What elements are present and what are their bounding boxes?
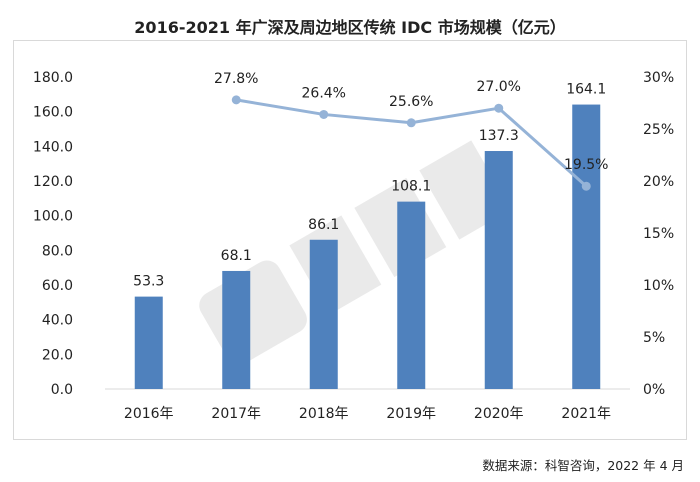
ratio-value-label: 25.6% <box>389 94 433 110</box>
chart-frame <box>13 40 687 440</box>
ratio-point <box>494 103 504 113</box>
ratio-point <box>406 118 416 128</box>
source-note: 数据来源：科智咨询，2022 年 4 月 <box>482 458 684 473</box>
bar <box>484 151 513 389</box>
bar-value-label: 68.1 <box>221 248 252 264</box>
x-tick-label: 2017年 <box>211 406 261 422</box>
x-tick-label: 2019年 <box>386 406 436 422</box>
ratio-point <box>319 109 329 119</box>
y-left-tick-label: 0.0 <box>51 382 73 398</box>
ratio-value-label: 19.5% <box>564 157 608 173</box>
bar-value-label: 164.1 <box>566 82 606 98</box>
y-left-tick-label: 20.0 <box>42 347 73 363</box>
y-right-tick-label: 25% <box>643 122 674 138</box>
x-tick-label: 2021年 <box>561 406 611 422</box>
ratio-point <box>581 181 591 191</box>
y-left-tick-label: 160.0 <box>33 105 73 121</box>
ratio-value-label: 26.4% <box>302 85 346 101</box>
bar-value-label: 108.1 <box>391 179 431 195</box>
y-left-tick-label: 40.0 <box>42 313 73 329</box>
y-left-tick-label: 100.0 <box>33 209 73 225</box>
y-right-tick-label: 10% <box>643 278 674 294</box>
y-right-tick-label: 20% <box>643 174 674 190</box>
ratio-value-label: 27.0% <box>477 79 521 95</box>
bar-value-label: 137.3 <box>479 128 519 144</box>
x-tick-label: 2020年 <box>474 406 524 422</box>
y-right-tick-label: 15% <box>643 226 674 242</box>
bar-value-label: 53.3 <box>133 274 164 290</box>
y-left-tick-label: 60.0 <box>42 278 73 294</box>
ratio-point <box>231 95 241 105</box>
y-right-tick-label: 30% <box>643 70 674 86</box>
y-left-tick-label: 180.0 <box>33 70 73 86</box>
y-left-tick-label: 140.0 <box>33 139 73 155</box>
ratio-line <box>236 98 588 188</box>
bar <box>134 296 163 389</box>
bar <box>572 104 601 389</box>
ratio-value-label: 27.8% <box>214 71 258 87</box>
y-right-tick-label: 0% <box>643 382 665 398</box>
x-tick-label: 2018年 <box>299 406 349 422</box>
bar <box>222 270 251 389</box>
y-right-tick-label: 5% <box>643 330 665 346</box>
bar-value-label: 86.1 <box>308 217 339 233</box>
y-left-tick-label: 120.0 <box>33 174 73 190</box>
chart-title: 2016-2021 年广深及周边地区传统 IDC 市场规模（亿元） <box>134 18 566 37</box>
bar <box>397 201 426 389</box>
y-left-tick-label: 80.0 <box>42 243 73 259</box>
bar <box>309 239 338 389</box>
x-tick-label: 2016年 <box>124 406 174 422</box>
